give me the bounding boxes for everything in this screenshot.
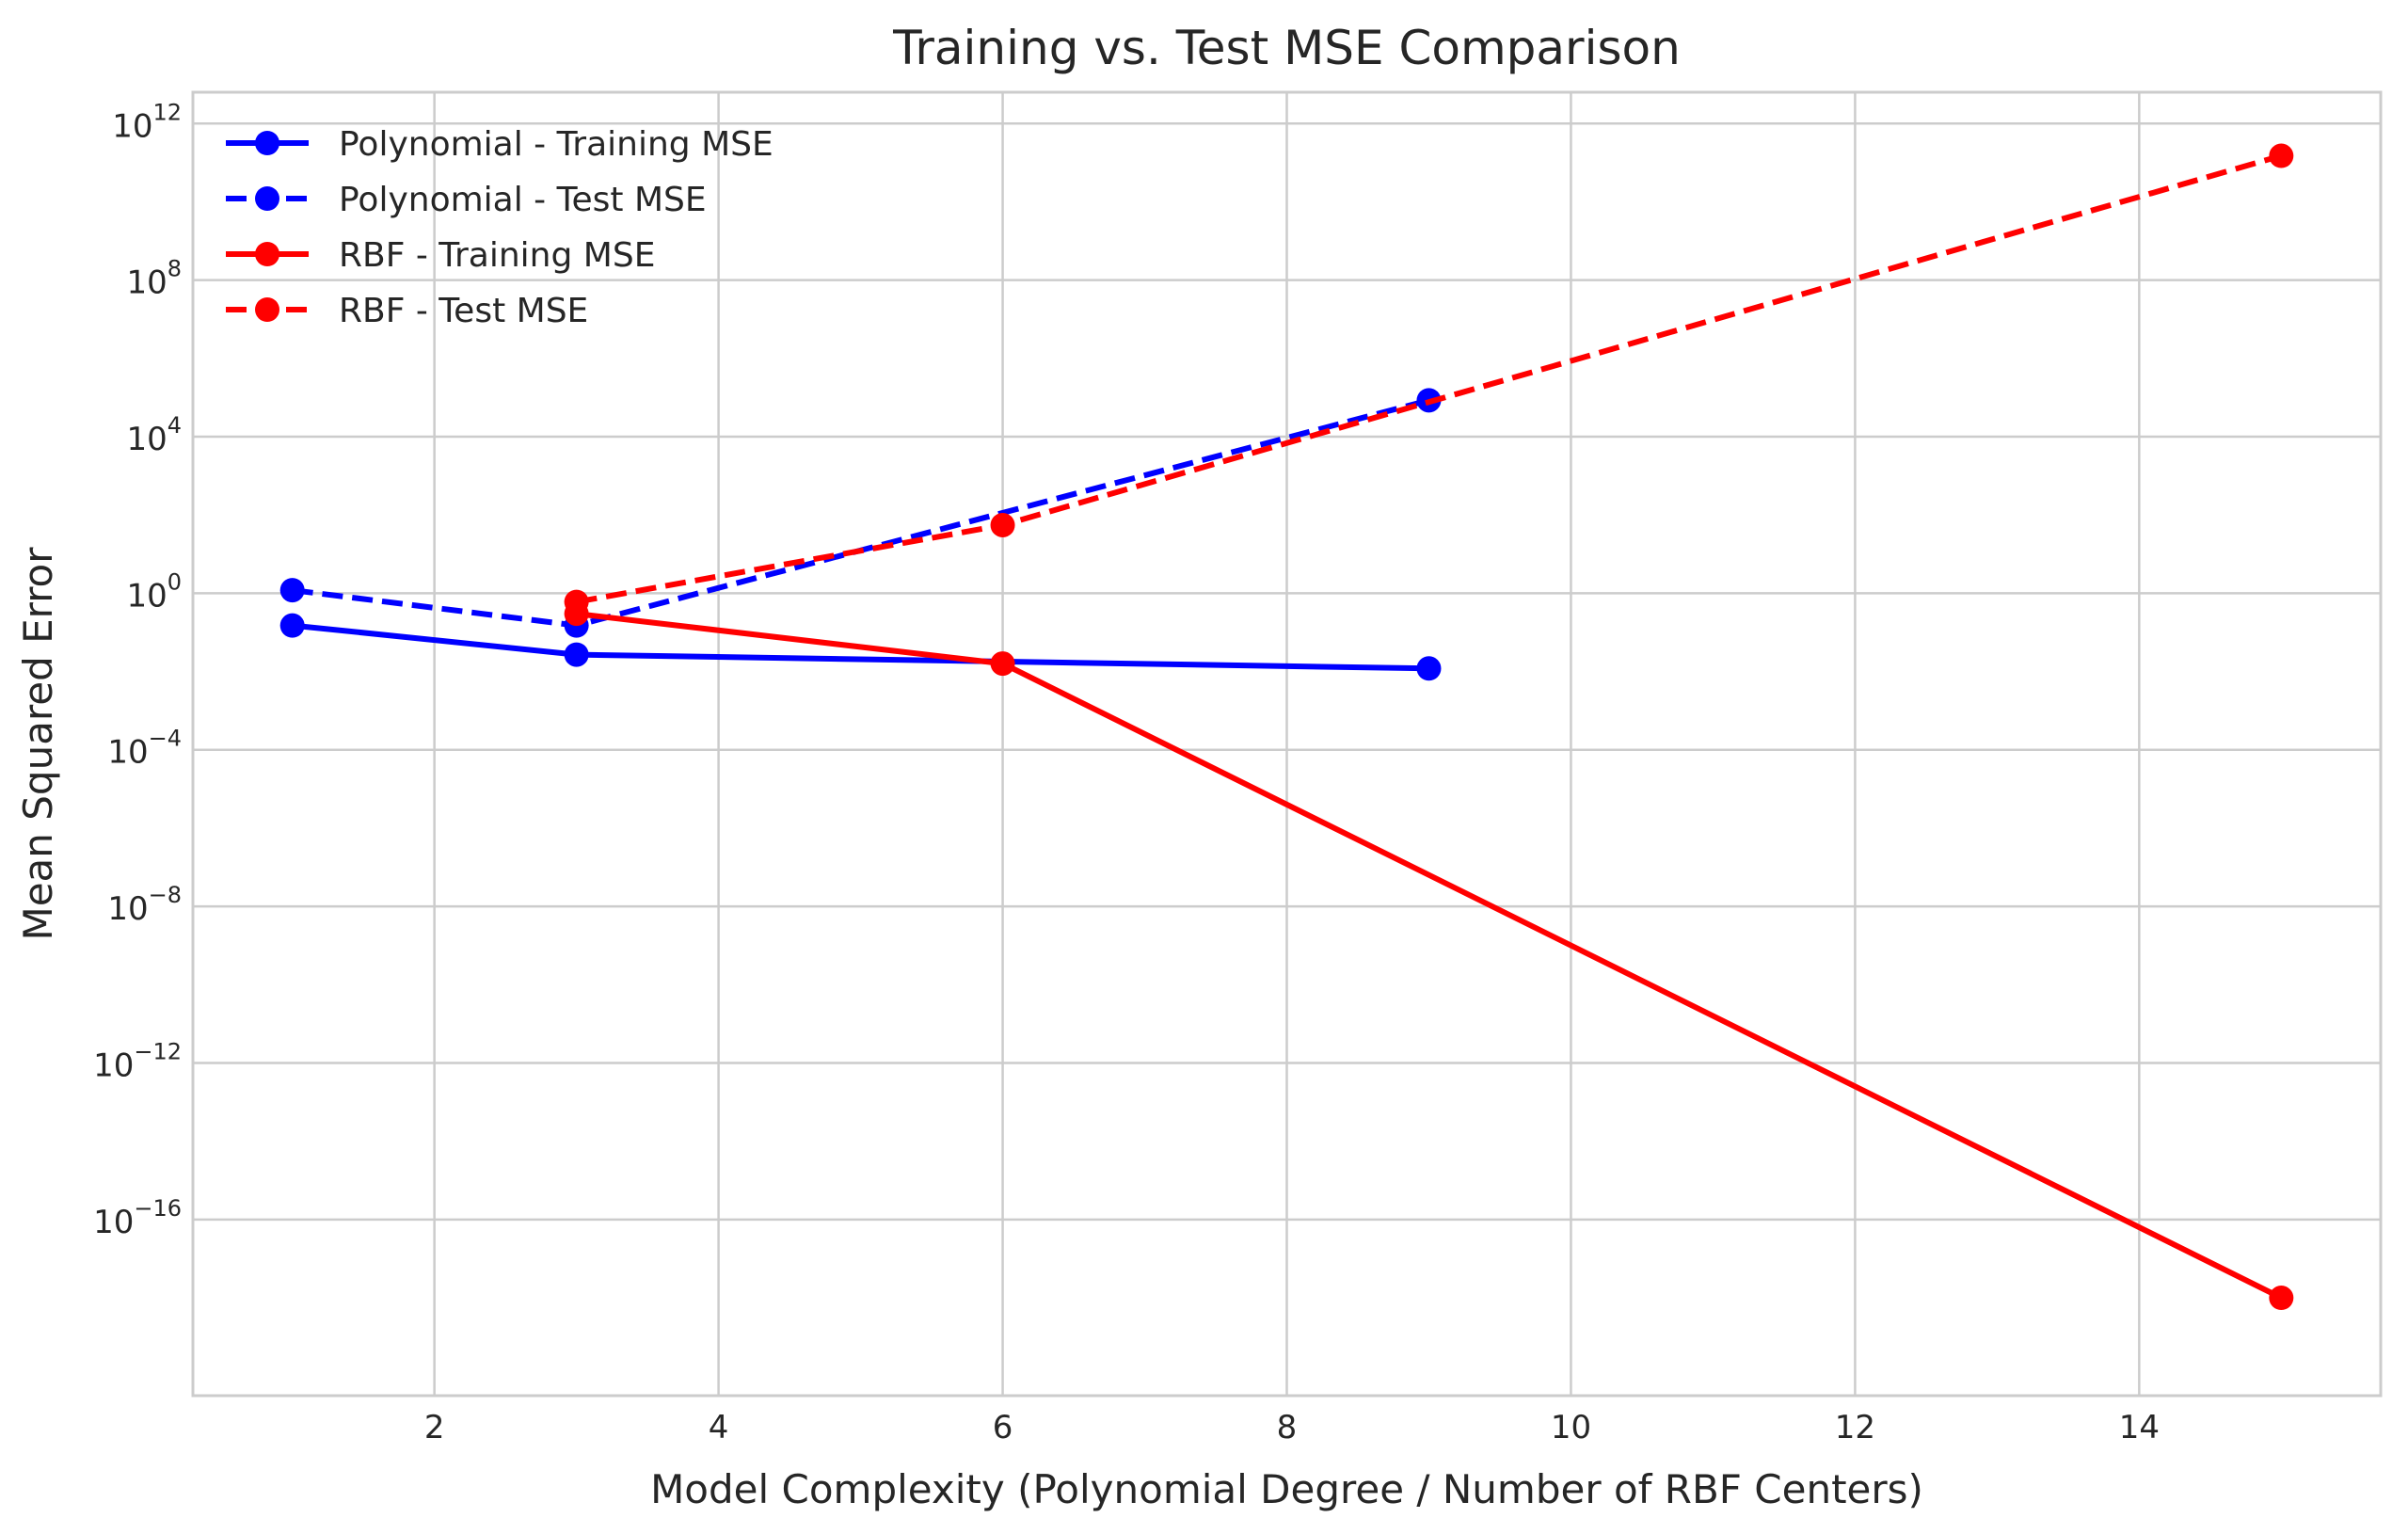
legend-label: Polynomial - Training MSE [339, 125, 773, 164]
data-point [990, 651, 1015, 677]
x-tick-label: 14 [2119, 1409, 2160, 1446]
x-axis-ticks: 2 4 6 8 10 12 14 [424, 1409, 2160, 1446]
legend-label: RBF - Test MSE [339, 292, 588, 330]
legend-swatch-marker [255, 131, 279, 155]
legend-swatch-marker [255, 242, 279, 266]
y-tick-label: 10−16 [93, 1195, 182, 1241]
y-tick-label: 1012 [112, 99, 182, 145]
data-point [564, 589, 589, 615]
legend-swatch-marker [255, 186, 279, 211]
series-0 [279, 613, 1442, 681]
legend: Polynomial - Training MSE Polynomial - Te… [226, 125, 773, 330]
chart-title: Training vs. Test MSE Comparison [892, 21, 1681, 75]
series-3 [564, 143, 2294, 615]
data-point [1416, 656, 1442, 681]
x-axis-label: Model Complexity (Polynomial Degree / Nu… [650, 1466, 1923, 1512]
y-tick-label: 104 [126, 412, 182, 458]
x-tick-label: 8 [1277, 1409, 1298, 1446]
y-axis-ticks: 10−16 10−12 10−8 10−4 100 104 108 1012 [93, 99, 182, 1241]
data-point [2269, 1286, 2294, 1311]
y-tick-label: 10−8 [107, 882, 182, 928]
series-layer [279, 143, 2294, 1311]
x-tick-label: 2 [424, 1409, 445, 1446]
y-tick-label: 10−12 [93, 1038, 182, 1084]
x-tick-label: 10 [1551, 1409, 1591, 1446]
data-point [279, 578, 305, 603]
y-axis-label: Mean Squared Error [15, 547, 61, 941]
x-tick-label: 4 [709, 1409, 729, 1446]
x-tick-label: 12 [1835, 1409, 1875, 1446]
y-tick-label: 108 [126, 256, 182, 302]
legend-swatch-marker [255, 297, 279, 322]
y-tick-label: 100 [126, 568, 182, 615]
axes-frame [191, 90, 2383, 1398]
data-point [2269, 143, 2294, 168]
data-point [990, 512, 1015, 537]
data-point [279, 613, 305, 638]
legend-label: Polynomial - Test MSE [339, 181, 707, 219]
legend-label: RBF - Training MSE [339, 236, 655, 275]
x-tick-label: 6 [993, 1409, 1013, 1446]
data-point [564, 642, 589, 667]
y-tick-label: 10−4 [107, 726, 182, 772]
grid [193, 92, 2381, 1396]
